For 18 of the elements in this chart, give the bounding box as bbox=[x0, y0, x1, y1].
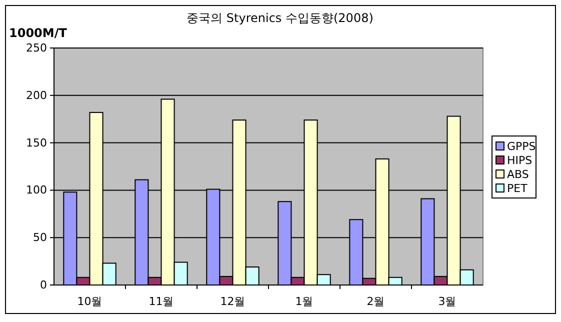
legend-label: HIPS bbox=[507, 154, 532, 167]
y-tick-label: 50 bbox=[33, 231, 47, 244]
chart-title: 중국의 Styrenics 수입동향(2008) bbox=[186, 11, 374, 25]
y-tick-label: 0 bbox=[40, 278, 47, 292]
x-tick-label: 12월 bbox=[220, 294, 246, 308]
y-axis-title: 1000M/T bbox=[9, 26, 68, 40]
legend-label: PET bbox=[507, 182, 528, 195]
y-tick-label: 200 bbox=[26, 88, 47, 102]
y-tick-label: 150 bbox=[26, 136, 47, 150]
x-tick-label: 11월 bbox=[148, 294, 174, 308]
legend-label: ABS bbox=[507, 168, 529, 181]
x-tick-label: 10월 bbox=[77, 294, 102, 308]
x-tick-label: 2월 bbox=[366, 294, 385, 308]
y-tick-label: 100 bbox=[26, 184, 47, 197]
x-tick-label: 1월 bbox=[295, 294, 314, 308]
y-tick-label: 250 bbox=[26, 42, 47, 55]
legend-label: GPPS bbox=[507, 140, 536, 153]
x-tick-label: 3월 bbox=[438, 294, 456, 308]
